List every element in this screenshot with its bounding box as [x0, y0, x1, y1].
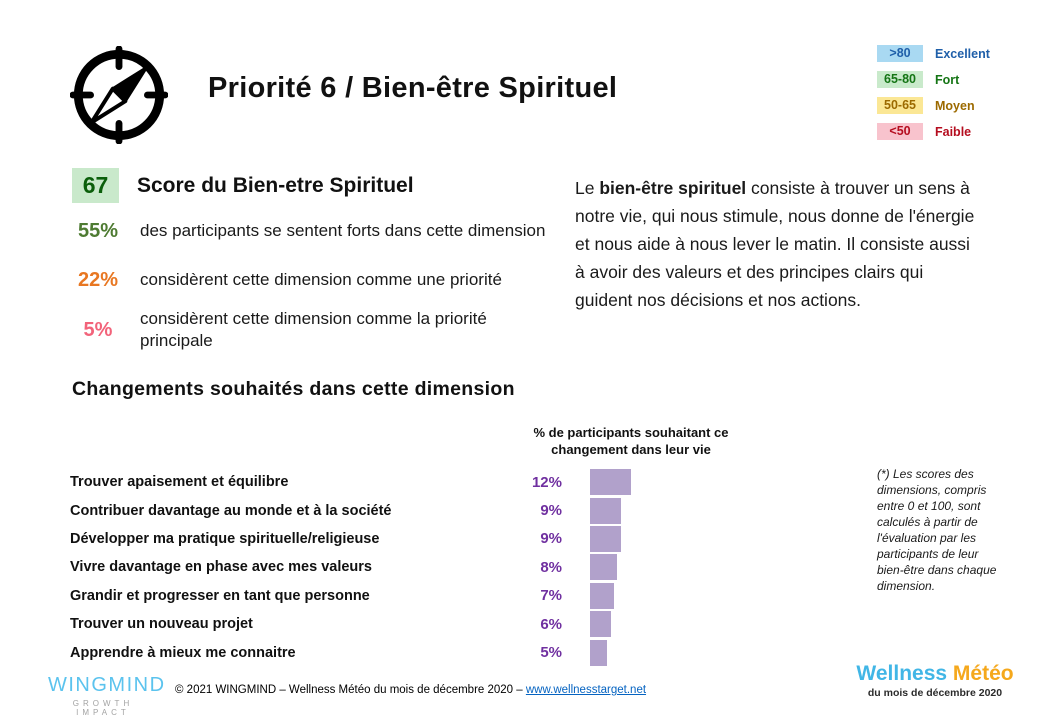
change-bar	[590, 582, 614, 609]
change-value: 7%	[540, 587, 562, 605]
legend-range-swatch: 50-65	[877, 97, 923, 114]
stat-text: considèrent cette dimension comme la pri…	[140, 309, 487, 350]
score-stats: 55% des participants se sentent forts dan…	[70, 206, 548, 355]
change-value: 9%	[540, 530, 562, 548]
change-value: 5%	[540, 644, 562, 662]
legend-range-swatch: 65-80	[877, 71, 923, 88]
legend-row: 50-65 Moyen	[877, 97, 990, 114]
change-label: Trouver un nouveau projet	[70, 616, 253, 633]
stat-value: 55%	[77, 219, 119, 242]
change-row: Trouver apaisement et équilibre 12%	[70, 468, 680, 496]
wellness-meteo-title: Wellness Météo	[845, 662, 1025, 686]
score-legend: >80 Excellent 65-80 Fort 50-65 Moyen <50 Faible	[877, 45, 990, 149]
brand-meteo-text: Météo	[947, 662, 1014, 685]
change-row: Trouver un nouveau projet 6%	[70, 610, 680, 638]
page-title: Priorité 6 / Bien-être Spirituel	[208, 72, 618, 104]
chart-title: % de participants souhaitant ce changeme…	[533, 425, 729, 457]
change-label: Développer ma pratique spirituelle/relig…	[70, 530, 380, 547]
change-value: 6%	[540, 615, 562, 633]
change-label: Trouver apaisement et équilibre	[70, 474, 289, 491]
change-label: Grandir et progresser en tant que person…	[70, 587, 370, 604]
change-value: 12%	[531, 473, 562, 491]
legend-row: <50 Faible	[877, 123, 990, 140]
stat-text: considèrent cette dimension comme une pr…	[140, 270, 502, 289]
change-bar	[590, 611, 611, 638]
change-bar	[590, 639, 608, 666]
change-bar	[590, 554, 618, 581]
score-title: Score du Bien-etre Spirituel	[137, 174, 414, 197]
change-label: Contribuer davantage au monde et à la so…	[70, 502, 392, 519]
dimension-description: Le bien-être spirituel consiste à trouve…	[575, 174, 979, 314]
description-rest: consiste à trouver un sens à notre vie, …	[575, 178, 975, 310]
wingmind-logo-tagline: GROWTH IMPACT	[72, 699, 134, 717]
legend-label: Faible	[935, 124, 972, 139]
change-value: 8%	[540, 558, 562, 576]
copyright-line: © 2021 WINGMIND – Wellness Météo du mois…	[175, 684, 646, 696]
change-value: 9%	[540, 502, 562, 520]
stat-row: 55% des participants se sentent forts dan…	[70, 206, 548, 256]
change-row: Vivre davantage en phase avec mes valeur…	[70, 553, 680, 581]
score-value-badge: 67	[72, 168, 119, 203]
wingmind-logo-name: WINGMIND	[48, 674, 166, 696]
legend-range-swatch: <50	[877, 123, 923, 140]
legend-row: 65-80 Fort	[877, 71, 990, 88]
change-bar	[590, 525, 621, 552]
change-row: Grandir et progresser en tant que person…	[70, 582, 680, 610]
website-link[interactable]: www.wellnesstarget.net	[525, 684, 647, 696]
changes-heading: Changements souhaités dans cette dimensi…	[72, 378, 515, 400]
change-row: Contribuer davantage au monde et à la so…	[70, 496, 680, 524]
changes-bar-chart: Trouver apaisement et équilibre 12% Contri…	[70, 468, 680, 667]
wellness-meteo-logo: Wellness Météo du mois de décembre 2020	[845, 662, 1025, 699]
brand-wellness-text: Wellness	[856, 662, 948, 685]
change-bar	[590, 469, 632, 496]
wellness-meteo-subtitle: du mois de décembre 2020	[867, 687, 1003, 699]
change-row: Développer ma pratique spirituelle/relig…	[70, 525, 680, 553]
compass-icon	[70, 46, 168, 144]
description-lead: Le	[575, 178, 600, 198]
change-label: Vivre davantage en phase avec mes valeur…	[70, 559, 372, 576]
stat-text: des participants se sentent forts dans c…	[140, 221, 546, 240]
stat-value: 22%	[77, 268, 119, 291]
legend-label: Fort	[935, 72, 960, 87]
legend-row: >80 Excellent	[877, 45, 990, 62]
legend-label: Moyen	[935, 98, 975, 113]
legend-label: Excellent	[935, 46, 990, 61]
change-bar	[590, 497, 621, 524]
change-row: Apprendre à mieux me connaitre 5%	[70, 638, 680, 666]
legend-range-swatch: >80	[877, 45, 923, 62]
stat-row: 22% considèrent cette dimension comme une…	[70, 267, 548, 293]
change-label: Apprendre à mieux me connaitre	[70, 644, 296, 661]
wingmind-logo: WINGMIND GROWTH IMPACT	[48, 674, 166, 717]
description-bold: bien-être spirituel	[599, 178, 747, 198]
score-footnote: (*) Les scores des dimensions, compris e…	[877, 467, 997, 593]
stat-value: 5%	[83, 318, 113, 341]
stat-row: 5% considèrent cette dimension comme la p…	[70, 305, 548, 355]
copyright-text: © 2021 WINGMIND – Wellness Météo du mois…	[175, 684, 526, 696]
